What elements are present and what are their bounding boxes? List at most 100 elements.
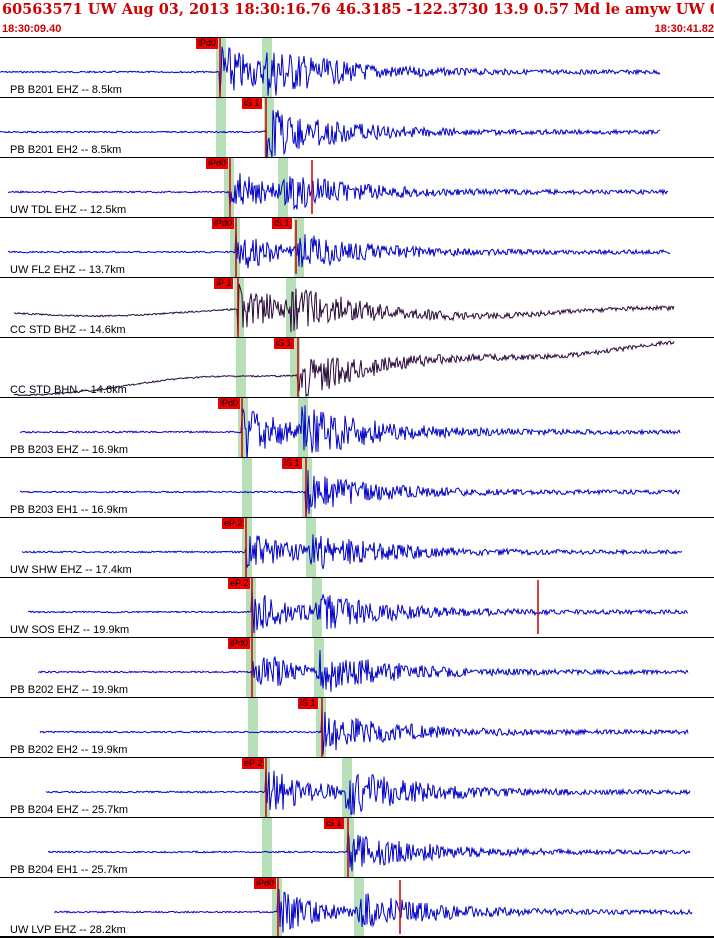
p-window-band xyxy=(246,638,256,698)
s-window-band xyxy=(312,578,322,638)
trace-panel[interactable]: eP 2 UW SHW EHZ -- 17.4km xyxy=(0,517,714,578)
s-window-band xyxy=(290,338,300,398)
waveform-plot xyxy=(20,458,681,518)
pick-label[interactable]: iPd0 xyxy=(228,638,251,649)
trace-panel[interactable]: eP 2 UW SOS EHZ -- 19.9km xyxy=(0,577,714,638)
bottom-border xyxy=(0,936,714,938)
pick-label[interactable]: iPd0 xyxy=(254,878,277,889)
waveform-plot xyxy=(21,518,683,578)
station-channel-label: UW SHW EHZ -- 17.4km xyxy=(10,564,132,576)
waveform-plot xyxy=(27,578,689,638)
waveform-trace xyxy=(0,110,661,159)
pick-label[interactable]: iPd0 xyxy=(206,158,229,169)
station-channel-label: PB B203 EHZ -- 16.9km xyxy=(10,444,128,456)
waveform-trace xyxy=(7,230,671,269)
pick-label[interactable]: eP 2 xyxy=(222,518,245,529)
station-channel-label: PB B202 EH2 -- 19.9km xyxy=(10,744,128,756)
trace-panel[interactable]: iPd0 UW TDL EHZ -- 12.5km xyxy=(0,157,714,218)
trace-panel[interactable]: iS 1 PB B201 EH2 -- 8.5km xyxy=(0,97,714,159)
s-window-band xyxy=(278,158,288,218)
pick-label[interactable]: iP 1 xyxy=(214,278,234,289)
waveform-plot xyxy=(7,218,671,278)
waveform-trace xyxy=(47,831,691,872)
waveform-trace xyxy=(37,650,689,692)
station-channel-label: UW LVP EHZ -- 28.2km xyxy=(10,924,126,936)
p-window-band xyxy=(242,518,252,578)
waveform-plot xyxy=(13,278,675,338)
waveform-trace xyxy=(39,706,689,755)
trace-panel[interactable]: iPd0 iS 1 UW FL2 EHZ -- 13.7km xyxy=(0,217,714,278)
trace-panel[interactable]: iPd0 PB B202 EHZ -- 19.9km xyxy=(0,637,714,698)
waveform-plot xyxy=(0,98,661,159)
waveform-plot xyxy=(47,818,691,878)
station-channel-label: UW TDL EHZ -- 12.5km xyxy=(10,204,127,216)
station-channel-label: CC STD BHZ -- 14.6km xyxy=(10,324,126,336)
waveform-trace xyxy=(21,534,683,570)
s-window-band xyxy=(286,278,296,338)
s-window-band xyxy=(306,518,316,578)
station-channel-label: PB B202 EHZ -- 19.9km xyxy=(10,684,128,696)
s-window-band xyxy=(342,758,352,818)
station-channel-label: PB B203 EH1 -- 16.9km xyxy=(10,504,128,516)
station-channel-label: CC STD BHN -- 14.6km xyxy=(10,384,127,396)
pick-label[interactable]: iPd0 xyxy=(218,398,241,409)
waveform-plot xyxy=(7,158,668,218)
pick-label[interactable]: iS 1 xyxy=(274,338,294,349)
waveform-plot xyxy=(45,758,691,818)
p-window-band xyxy=(248,698,258,758)
trace-panel[interactable]: iS 1 PB B203 EH1 -- 16.9km xyxy=(0,457,714,518)
waveform-plot xyxy=(37,638,689,698)
pick-label[interactable]: iPd0 xyxy=(196,38,219,49)
trace-panel[interactable]: iPd0 UW LVP EHZ -- 28.2km xyxy=(0,877,714,938)
station-channel-label: PB B201 EHZ -- 8.5km xyxy=(10,84,122,96)
waveform-plot xyxy=(39,698,689,758)
station-channel-label: PB B204 EH1 -- 25.7km xyxy=(10,864,128,876)
pick-label[interactable]: iPd0 xyxy=(212,218,235,229)
trace-panels: iPd0 PB B201 EHZ -- 8.5km iS 1 PB B201 EH2 … xyxy=(0,37,714,938)
p-window-band xyxy=(262,818,272,878)
pick-label[interactable]: eP 2 xyxy=(228,578,251,589)
trace-panel[interactable]: iPd0 PB B201 EHZ -- 8.5km xyxy=(0,37,714,98)
p-window-band xyxy=(238,398,248,458)
pick-label[interactable]: eP 2 xyxy=(242,758,265,769)
p-window-band xyxy=(236,338,246,398)
station-channel-label: PB B201 EH2 -- 8.5km xyxy=(10,144,122,156)
trace-panel[interactable]: iS 1 PB B204 EH1 -- 25.7km xyxy=(0,817,714,878)
waveform-plot xyxy=(0,38,661,98)
trace-panel[interactable]: iPd0 PB B203 EHZ -- 16.9km xyxy=(0,397,714,460)
waveform-plot xyxy=(13,338,675,398)
waveform-trace xyxy=(13,283,675,334)
event-header-title: 60563571 UW Aug 03, 2013 18:30:16.76 46.… xyxy=(2,1,714,18)
trace-panel[interactable]: iP 1 CC STD BHZ -- 14.6km xyxy=(0,277,714,338)
trace-panel[interactable]: eP 2 PB B204 EHZ -- 25.7km xyxy=(0,757,714,818)
window-end-time: 18:30:41.82 xyxy=(654,23,714,35)
pick-label[interactable]: iS 1 xyxy=(298,698,318,709)
trace-panel[interactable]: iS 1 PB B202 EH2 -- 19.9km xyxy=(0,697,714,758)
waveform-trace xyxy=(27,588,689,634)
pick-label[interactable]: iS 1 xyxy=(324,818,344,829)
waveform-plot xyxy=(54,878,693,938)
p-window-band xyxy=(224,158,234,218)
trace-panel[interactable]: iS 1 CC STD BHN -- 14.6km xyxy=(0,337,714,398)
waveform-trace xyxy=(7,173,668,211)
s-window-band xyxy=(264,98,274,158)
pick-label[interactable]: iS 1 xyxy=(282,458,302,469)
waveform-trace xyxy=(45,767,691,815)
station-channel-label: UW SOS EHZ -- 19.9km xyxy=(10,624,130,636)
waveform-trace xyxy=(20,470,681,515)
window-start-time: 18:30:09.40 xyxy=(2,23,62,35)
s-window-band xyxy=(302,458,312,518)
p-window-band xyxy=(242,458,252,518)
s-window-band xyxy=(354,878,364,938)
waveform-trace xyxy=(54,889,693,933)
waveform-trace xyxy=(19,405,681,460)
pick-label-secondary[interactable]: iS 1 xyxy=(272,218,292,229)
p-window-band xyxy=(216,98,226,158)
pick-label[interactable]: iS 1 xyxy=(242,98,262,109)
station-channel-label: UW FL2 EHZ -- 13.7km xyxy=(10,264,125,276)
waveform-plot xyxy=(19,398,681,460)
s-window-band xyxy=(294,218,304,278)
waveform-trace xyxy=(13,340,675,398)
waveform-trace xyxy=(0,46,661,98)
